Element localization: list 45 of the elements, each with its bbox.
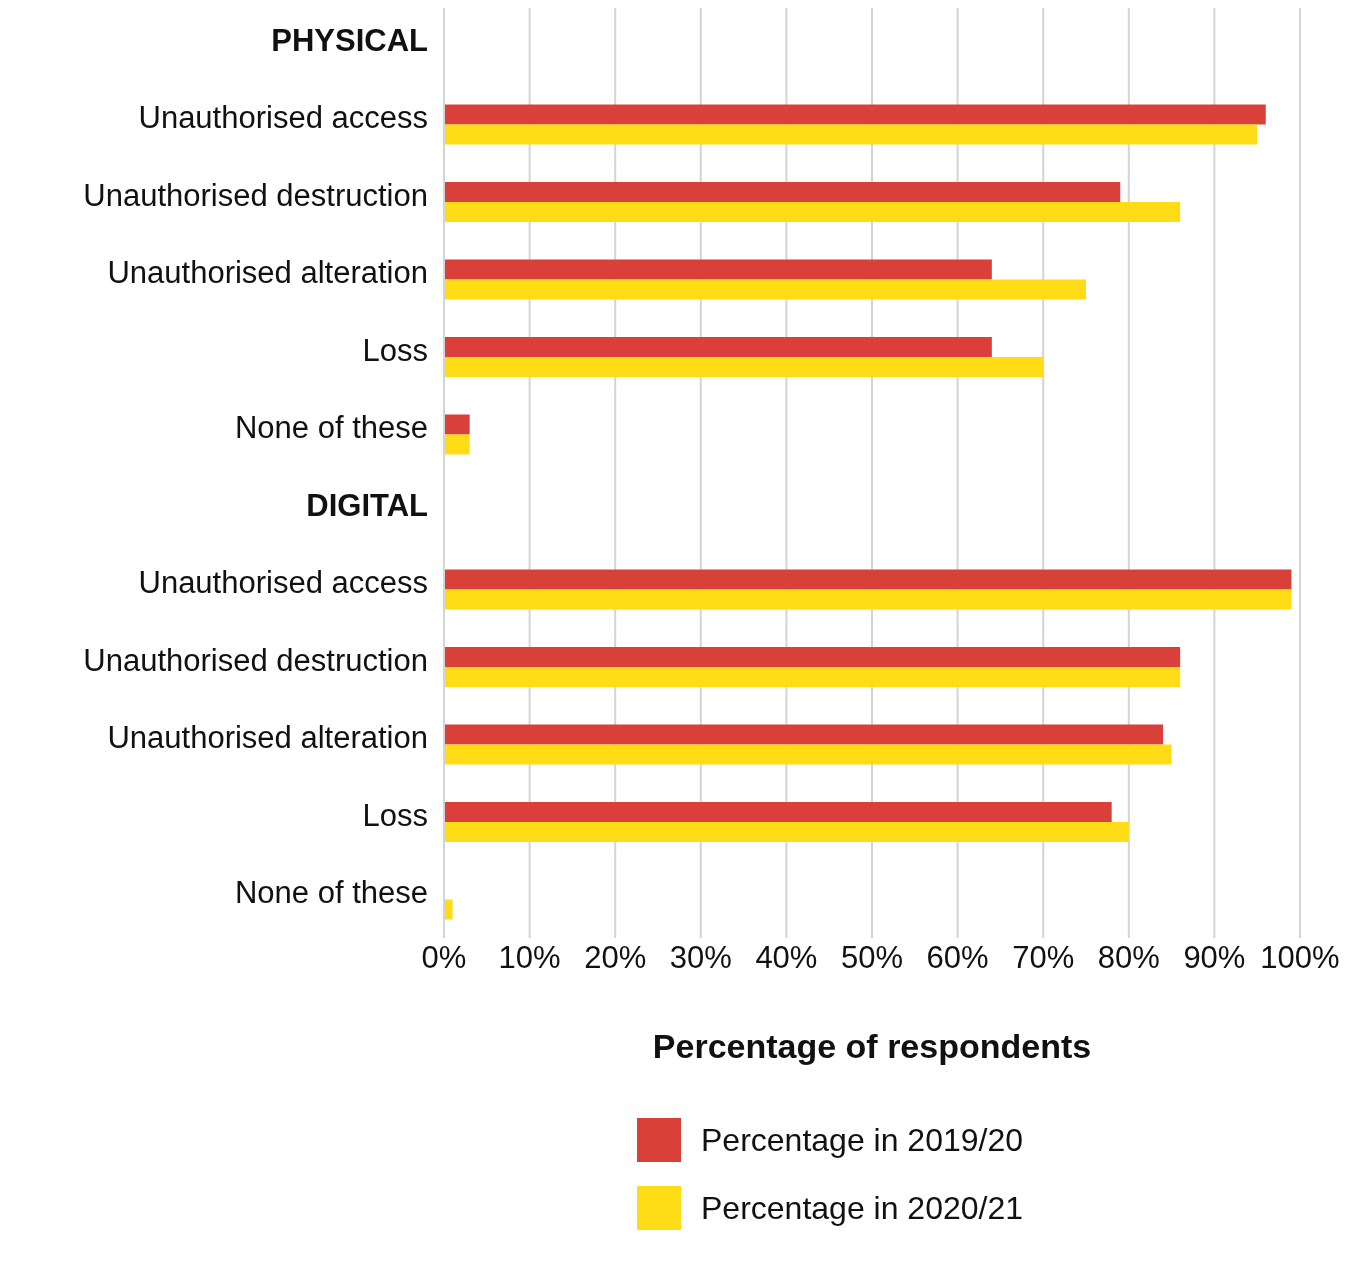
y-tick-label: Unauthorised access	[138, 565, 428, 601]
bar	[444, 647, 1181, 667]
bar	[444, 434, 470, 455]
y-tick-label: None of these	[234, 410, 428, 446]
x-tick-label: 80%	[1097, 940, 1160, 976]
bar	[444, 124, 1258, 145]
x-axis-title: Percentage of respondents	[652, 1027, 1092, 1065]
bar	[444, 667, 1181, 687]
x-tick-label: 50%	[840, 940, 904, 976]
x-tick-label: 40%	[755, 940, 818, 976]
x-tick-label: 60%	[926, 940, 989, 976]
x-tick-label: 90%	[1183, 940, 1246, 976]
bar	[444, 259, 992, 280]
y-tick-label: None of these	[234, 875, 428, 911]
bar	[444, 279, 1086, 300]
y-tick-label: Unauthorised alteration	[107, 720, 428, 756]
bar	[444, 357, 1044, 377]
y-tick-label: Unauthorised alteration	[107, 255, 428, 291]
bar	[444, 182, 1121, 202]
bar	[444, 899, 453, 920]
legend-label: Percentage in 2020/21	[701, 1189, 1025, 1227]
legend-label: Percentage in 2019/20	[701, 1121, 1025, 1159]
bar	[444, 104, 1266, 125]
y-tick-label: DIGITAL	[306, 487, 428, 523]
bar	[444, 802, 1112, 822]
y-tick-label: Unauthorised access	[138, 100, 428, 136]
bar	[444, 744, 1172, 765]
x-tick-label: 70%	[1012, 940, 1075, 976]
x-tick-label: 20%	[584, 940, 647, 976]
x-tick-label: 30%	[669, 940, 732, 976]
y-tick-label: Unauthorised destruction	[83, 642, 428, 678]
bar	[444, 337, 992, 357]
x-tick-label: 0%	[421, 940, 467, 976]
bar	[444, 589, 1292, 610]
y-tick-label: Unauthorised destruction	[83, 177, 428, 213]
bar	[444, 569, 1292, 590]
bar	[444, 724, 1164, 745]
y-tick-label: PHYSICAL	[271, 22, 428, 58]
bar	[444, 202, 1181, 222]
bar	[444, 822, 1129, 842]
bar	[444, 414, 470, 435]
x-tick-label: 10%	[498, 940, 561, 976]
y-tick-label: Loss	[362, 332, 428, 368]
y-tick-label: Loss	[362, 797, 428, 833]
x-tick-label: 100%	[1260, 940, 1340, 976]
